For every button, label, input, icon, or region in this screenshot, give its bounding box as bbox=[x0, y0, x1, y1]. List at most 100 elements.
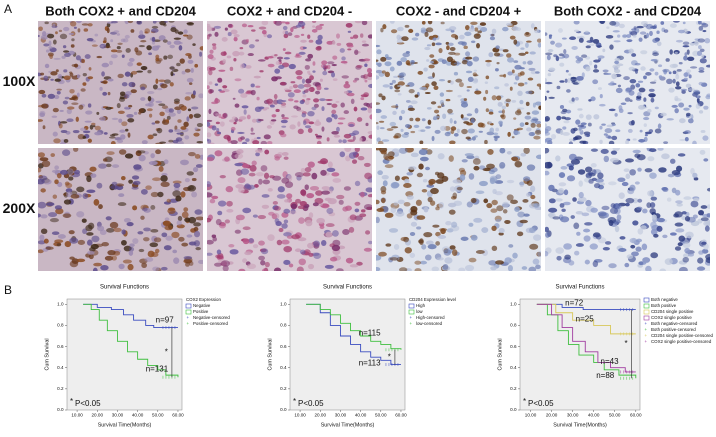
stain-dot bbox=[519, 181, 525, 186]
stain-dot bbox=[477, 25, 482, 30]
stain-dot bbox=[283, 156, 289, 160]
stain-dot bbox=[648, 93, 656, 98]
stain-dot bbox=[449, 140, 456, 144]
stain-dot bbox=[608, 263, 617, 269]
stain-dot bbox=[312, 25, 316, 28]
stain-dot bbox=[162, 118, 166, 124]
stain-dot bbox=[568, 141, 573, 144]
stain-dot bbox=[258, 59, 266, 62]
stain-dot bbox=[233, 36, 238, 42]
stain-dot bbox=[556, 130, 561, 133]
stain-dot bbox=[288, 63, 296, 70]
stain-dot bbox=[140, 40, 147, 43]
stain-dot bbox=[426, 59, 430, 62]
stain-dot bbox=[625, 87, 632, 92]
stain-dot bbox=[449, 245, 456, 250]
stain-dot bbox=[583, 228, 591, 233]
stain-dot bbox=[219, 90, 226, 93]
stain-dot bbox=[361, 209, 366, 213]
significance-star: * bbox=[165, 347, 168, 356]
stain-dot bbox=[523, 148, 530, 155]
stain-dot bbox=[186, 116, 190, 122]
stain-dot bbox=[677, 29, 686, 34]
stain-dot bbox=[147, 134, 154, 140]
stain-dot bbox=[316, 217, 326, 224]
stain-dot bbox=[656, 41, 662, 47]
x-tick-label: 50.00 bbox=[609, 413, 621, 418]
stain-dot bbox=[38, 213, 42, 218]
stain-dot bbox=[611, 123, 616, 126]
stain-dot bbox=[382, 180, 388, 187]
stain-dot bbox=[283, 88, 289, 91]
stain-dot bbox=[491, 225, 497, 232]
stain-dot bbox=[300, 33, 305, 36]
stain-dot bbox=[269, 104, 275, 108]
stain-dot bbox=[64, 96, 70, 100]
stain-dot bbox=[74, 169, 81, 175]
stain-dot bbox=[212, 45, 217, 50]
stain-dot bbox=[467, 128, 475, 134]
stain-dot bbox=[121, 229, 126, 235]
stain-dot bbox=[423, 206, 429, 213]
stain-dot bbox=[256, 96, 260, 101]
stain-dot bbox=[688, 74, 692, 79]
stain-dot bbox=[451, 221, 458, 228]
stain-dot bbox=[285, 21, 290, 25]
stain-dot bbox=[636, 154, 646, 161]
stain-dot bbox=[101, 242, 110, 247]
stain-dot bbox=[187, 22, 194, 26]
stain-dot bbox=[431, 135, 435, 142]
stain-dot bbox=[127, 118, 135, 123]
stain-dot bbox=[76, 21, 82, 24]
stain-dot bbox=[702, 135, 709, 141]
legend-label: Both positive-censored bbox=[651, 327, 696, 332]
stain-dot bbox=[283, 219, 289, 224]
stain-dot bbox=[315, 46, 322, 51]
stain-dot bbox=[555, 198, 563, 202]
stain-dot bbox=[128, 81, 136, 88]
stain-dot bbox=[409, 117, 414, 122]
stain-dot bbox=[64, 240, 72, 248]
stain-dot bbox=[106, 27, 110, 34]
stain-dot bbox=[403, 236, 409, 243]
n-label: n=97 bbox=[156, 316, 175, 325]
stain-dot bbox=[530, 122, 536, 128]
stain-dot bbox=[653, 24, 657, 29]
stain-dot bbox=[321, 186, 330, 191]
stain-dot bbox=[207, 138, 209, 142]
p-value-note: P<0.05 bbox=[75, 399, 101, 408]
stain-dot bbox=[590, 163, 597, 168]
stain-dot bbox=[514, 64, 522, 70]
stain-dot bbox=[706, 219, 710, 225]
stain-dot bbox=[233, 57, 237, 62]
stain-dot bbox=[498, 48, 504, 51]
stain-dot bbox=[173, 98, 180, 103]
stain-dot bbox=[567, 77, 571, 84]
stain-dot bbox=[438, 47, 443, 54]
stain-dot bbox=[356, 64, 363, 68]
stain-dot bbox=[669, 232, 677, 236]
stain-dot bbox=[291, 234, 300, 240]
stain-dot bbox=[367, 34, 372, 39]
stain-dot bbox=[363, 73, 368, 80]
stain-dot bbox=[194, 127, 198, 131]
stain-dot bbox=[281, 152, 289, 156]
stain-dot bbox=[555, 155, 561, 162]
stain-dot bbox=[614, 225, 620, 233]
stain-dot bbox=[175, 139, 180, 142]
stain-dot bbox=[297, 84, 305, 89]
stain-dot bbox=[696, 266, 706, 271]
stain-dot bbox=[435, 231, 441, 237]
stain-dot bbox=[506, 22, 513, 27]
stain-dot bbox=[357, 156, 365, 161]
stain-dot bbox=[576, 231, 581, 236]
stain-dot bbox=[525, 51, 529, 54]
stain-dot bbox=[682, 45, 690, 48]
stain-dot bbox=[272, 201, 278, 205]
stain-dot bbox=[429, 200, 436, 206]
stain-dot bbox=[403, 182, 412, 189]
micrograph bbox=[545, 21, 710, 144]
stain-dot bbox=[632, 220, 639, 226]
stain-dot bbox=[619, 236, 626, 240]
stain-dot bbox=[152, 84, 158, 90]
